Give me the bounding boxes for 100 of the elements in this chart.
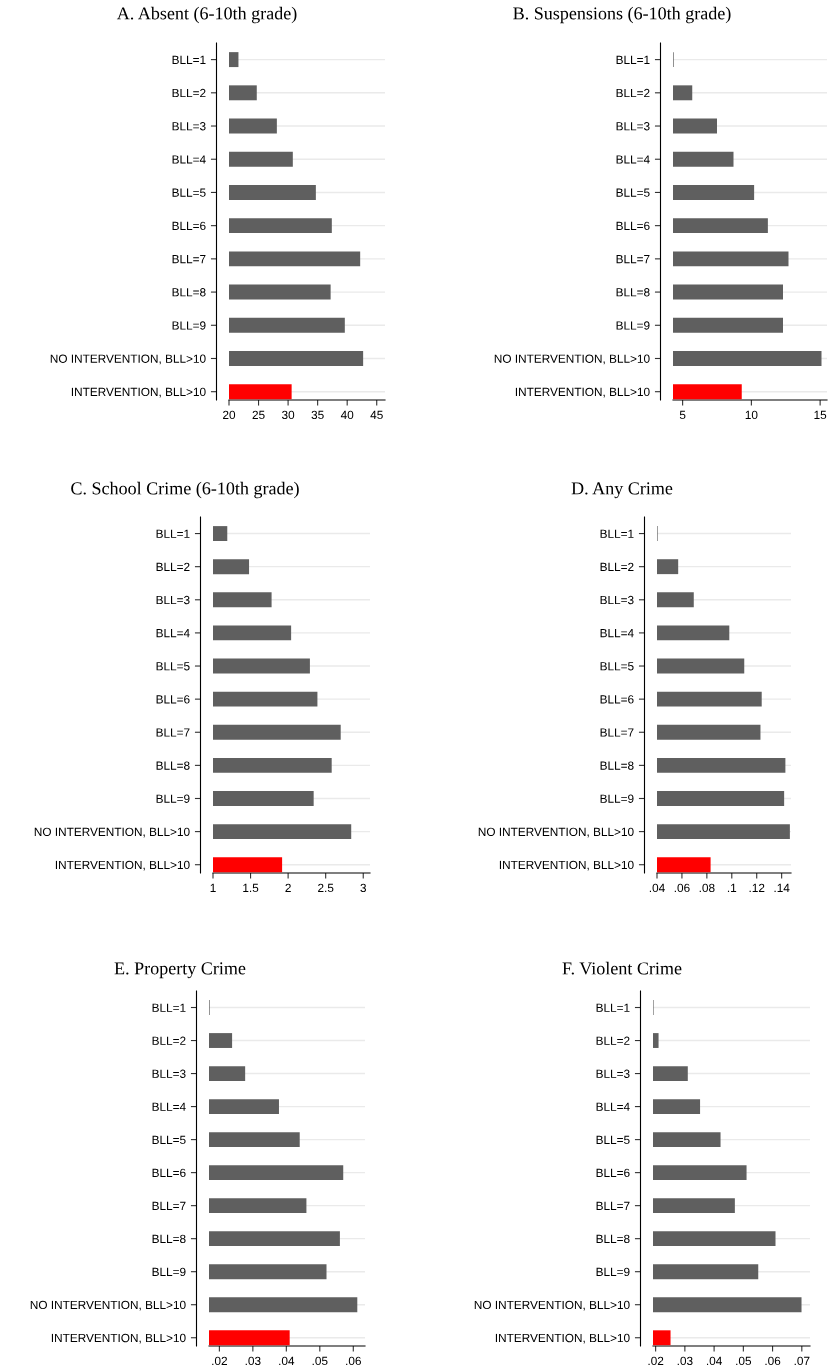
- x-tick-label: 15: [814, 410, 827, 420]
- y-tick-label: BLL=1: [616, 55, 650, 64]
- x-tick-label: .04: [649, 883, 665, 893]
- y-tick-label: BLL=3: [616, 122, 650, 131]
- y-tick-label: NO INTERVENTION, BLL>10: [50, 354, 206, 365]
- x-tick-label: .07: [794, 1356, 810, 1366]
- x-tick-label: 2: [285, 883, 291, 892]
- y-tick-label: BLL=8: [600, 761, 634, 770]
- y-tick-label: BLL=6: [152, 1168, 186, 1178]
- y-tick-label: BLL=8: [156, 761, 190, 770]
- y-tick-label: BLL=2: [152, 1036, 186, 1045]
- x-tick-label: .06: [674, 883, 690, 893]
- x-tick-label: 35: [311, 410, 324, 420]
- x-tick-label: .08: [699, 883, 715, 893]
- y-tick-label: BLL=6: [616, 221, 650, 231]
- y-tick-label: BLL=3: [172, 122, 206, 131]
- y-tick-label: BLL=2: [596, 1036, 630, 1045]
- x-tick-label: 30: [281, 410, 295, 420]
- y-tick-label: BLL=4: [152, 1102, 186, 1111]
- y-tick-label: BLL=2: [156, 562, 190, 571]
- y-tick-label: BLL=6: [156, 695, 190, 704]
- y-tick-label: BLL=9: [616, 321, 650, 330]
- y-tick-label: BLL=5: [172, 188, 206, 197]
- chart-title: D. Any Crime: [571, 482, 673, 499]
- x-tick-label: .06: [765, 1356, 781, 1366]
- y-tick-label: BLL=7: [156, 728, 190, 737]
- y-tick-label: BLL=7: [172, 255, 206, 264]
- y-tick-label: INTERVENTION, BLL>10: [515, 387, 650, 398]
- y-tick-label: INTERVENTION, BLL>10: [71, 387, 206, 398]
- y-tick-label: NO INTERVENTION, BLL>10: [494, 354, 650, 365]
- y-tick-label: BLL=4: [596, 1102, 630, 1111]
- y-tick-label: BLL=1: [152, 1003, 186, 1012]
- chart-title: E. Property Crime: [114, 962, 246, 979]
- y-tick-label: BLL=6: [600, 695, 634, 704]
- chart-title: F. Violent Crime: [562, 961, 682, 975]
- x-tick-label: 3: [360, 883, 366, 893]
- y-tick-label: INTERVENTION, BLL>10: [495, 1333, 630, 1344]
- x-tick-label: .05: [312, 1356, 328, 1366]
- y-tick-label: BLL=2: [172, 88, 206, 98]
- y-tick-label: BLL=5: [596, 1135, 630, 1144]
- x-tick-label: 2.5: [318, 883, 334, 893]
- x-tick-label: 45: [370, 410, 383, 420]
- x-tick-label: .12: [749, 883, 765, 892]
- x-tick-label: .1: [727, 883, 737, 892]
- chart-title: C. School Crime (6-10th grade): [71, 481, 299, 499]
- y-tick-label: BLL=1: [172, 55, 206, 64]
- y-tick-label: BLL=7: [152, 1201, 186, 1210]
- x-tick-label: .02: [212, 1356, 227, 1366]
- y-tick-label: BLL=6: [172, 221, 206, 231]
- x-tick-label: 1.5: [243, 883, 259, 893]
- y-tick-label: BLL=5: [600, 662, 634, 671]
- y-tick-label: NO INTERVENTION, BLL>10: [478, 827, 634, 838]
- y-tick-label: BLL=1: [600, 529, 634, 538]
- y-tick-label: BLL=9: [172, 321, 206, 330]
- y-tick-label: BLL=7: [600, 728, 634, 737]
- x-tick-label: .02: [648, 1356, 664, 1366]
- x-tick-label: .04: [279, 1356, 295, 1366]
- y-tick-label: BLL=8: [152, 1234, 186, 1244]
- x-tick-label: 40: [340, 410, 354, 420]
- y-tick-label: BLL=8: [172, 288, 206, 297]
- y-tick-label: BLL=1: [596, 1003, 630, 1012]
- x-tick-label: 10: [745, 410, 758, 420]
- x-tick-label: 20: [223, 410, 236, 420]
- chart-title: A. Absent (6-10th grade): [116, 6, 297, 24]
- y-tick-label: BLL=8: [616, 288, 650, 297]
- y-tick-label: BLL=4: [616, 155, 650, 164]
- y-tick-label: BLL=8: [596, 1234, 630, 1244]
- x-tick-label: 25: [252, 410, 265, 420]
- y-tick-label: BLL=7: [616, 255, 650, 264]
- x-tick-label: .04: [706, 1356, 722, 1366]
- y-tick-label: BLL=9: [152, 1267, 186, 1277]
- chart-title: B. Suspensions (6-10th grade): [513, 6, 731, 24]
- y-tick-label: BLL=9: [600, 794, 634, 803]
- y-tick-label: BLL=9: [156, 794, 190, 803]
- y-tick-label: INTERVENTION, BLL>10: [51, 1333, 186, 1344]
- y-tick-label: BLL=5: [152, 1135, 186, 1144]
- y-tick-label: BLL=4: [172, 155, 206, 164]
- x-tick-label: .14: [774, 883, 790, 892]
- x-tick-label: .05: [736, 1356, 752, 1366]
- x-tick-label: 5: [679, 410, 686, 420]
- y-tick-label: BLL=3: [596, 1069, 630, 1078]
- y-tick-label: BLL=3: [600, 595, 634, 605]
- y-tick-label: BLL=1: [156, 529, 190, 538]
- x-tick-label: .03: [677, 1356, 693, 1366]
- y-tick-label: BLL=2: [616, 88, 650, 98]
- y-tick-label: BLL=5: [616, 188, 650, 197]
- y-tick-label: BLL=3: [156, 595, 190, 605]
- y-tick-label: BLL=3: [152, 1069, 186, 1078]
- y-tick-label: INTERVENTION, BLL>10: [55, 860, 190, 871]
- y-tick-label: INTERVENTION, BLL>10: [499, 860, 634, 871]
- y-tick-label: BLL=4: [156, 629, 190, 638]
- x-tick-label: 1: [210, 883, 216, 892]
- x-tick-label: .06: [346, 1356, 361, 1366]
- y-tick-label: BLL=2: [600, 562, 634, 571]
- y-tick-label: BLL=4: [600, 629, 634, 638]
- y-tick-label: NO INTERVENTION, BLL>10: [30, 1300, 186, 1311]
- y-tick-label: BLL=9: [596, 1267, 630, 1277]
- x-tick-label: .03: [245, 1356, 261, 1366]
- y-tick-label: BLL=5: [156, 662, 190, 671]
- y-tick-label: NO INTERVENTION, BLL>10: [34, 827, 190, 838]
